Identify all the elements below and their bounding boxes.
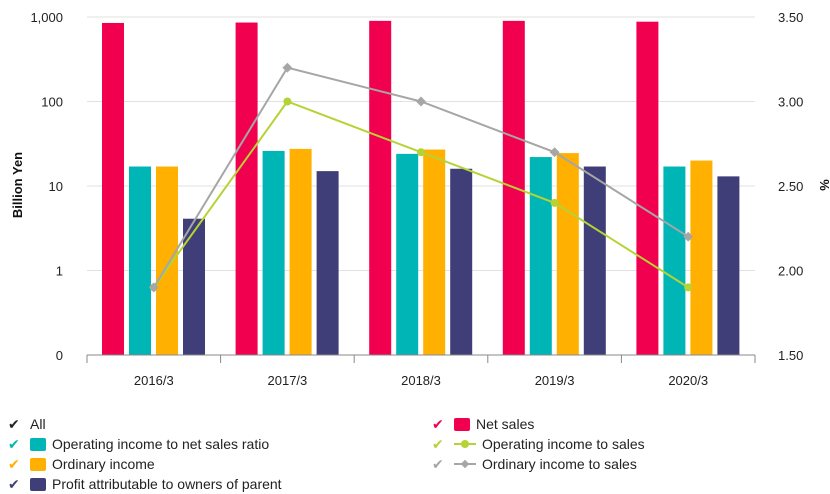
bars: [102, 20, 740, 355]
legend-label: Ordinary income: [52, 456, 155, 472]
y-right-tick-labels: 1.50 2.00 2.50 3.00 3.50: [778, 10, 803, 363]
bar[interactable]: [690, 160, 713, 355]
legend-label: Profit attributable to owners of parent: [52, 476, 282, 492]
y-right-tick-label: 3.00: [778, 95, 803, 110]
bar[interactable]: [529, 157, 552, 355]
legend-line-marker-icon: [454, 438, 476, 450]
data-point[interactable]: [549, 147, 560, 158]
combo-chart: 2016/3 2017/3 2018/3 2019/3 2020/3 0 1 10 100 1,…: [10, 10, 830, 388]
bar[interactable]: [262, 150, 285, 355]
legend-swatch-icon: [30, 457, 46, 471]
x-tick-label: 2017/3: [268, 373, 308, 388]
y-left-tick-labels: 0 1 10 100 1,000: [30, 10, 63, 363]
legend-item[interactable]: ✔ Ordinary income to sales: [428, 454, 637, 474]
data-point[interactable]: [416, 96, 426, 107]
data-point[interactable]: [683, 231, 694, 242]
y-right-tick-label: 2.50: [778, 179, 803, 194]
check-icon: ✔: [432, 455, 444, 472]
legend-swatch-icon: [30, 477, 46, 491]
bar[interactable]: [369, 20, 392, 355]
series-line: [152, 100, 689, 289]
legend-item[interactable]: ✔ Profit attributable to owners of parent: [4, 474, 282, 494]
bar[interactable]: [663, 166, 686, 355]
bar[interactable]: [396, 153, 419, 355]
y-right-tick-label: 3.50: [778, 10, 803, 25]
legend-swatch-icon: [30, 437, 46, 451]
x-tick-label: 2019/3: [535, 373, 575, 388]
check-icon: ✔: [8, 475, 20, 492]
bar[interactable]: [583, 166, 606, 355]
y-right-tick-label: 2.00: [778, 264, 803, 279]
bar[interactable]: [235, 22, 258, 355]
bar[interactable]: [289, 148, 312, 355]
y-left-tick-label: 0: [56, 348, 63, 363]
legend-label: Operating income to net sales ratio: [52, 436, 270, 452]
bar[interactable]: [102, 22, 124, 355]
legend-label: Net sales: [476, 416, 535, 432]
legend-label: Operating income to sales: [482, 436, 645, 452]
bar[interactable]: [717, 176, 740, 355]
bar[interactable]: [556, 153, 579, 355]
legend-item[interactable]: ✔ Operating income to sales: [428, 434, 645, 454]
x-tick-label: 2018/3: [401, 373, 441, 388]
data-point[interactable]: [684, 283, 693, 292]
x-tick-label: 2016/3: [134, 373, 174, 388]
data-point[interactable]: [282, 62, 293, 73]
x-tick-label: 2020/3: [668, 373, 708, 388]
y-left-tick-label: 1: [56, 264, 63, 279]
legend-item[interactable]: ✔ Ordinary income: [4, 454, 155, 474]
bar[interactable]: [423, 149, 446, 355]
legend-item-all[interactable]: ✔ All: [4, 414, 46, 434]
y-right-tick-label: 1.50: [778, 348, 803, 363]
legend-item[interactable]: ✔ Net sales: [428, 414, 534, 434]
y-left-tick-label: 1,000: [30, 10, 63, 25]
legend-item[interactable]: ✔ Operating income to net sales ratio: [4, 434, 269, 454]
line-series: [148, 62, 694, 293]
data-point[interactable]: [283, 97, 292, 106]
data-point[interactable]: [550, 198, 559, 207]
y-left-tick-label: 10: [49, 179, 63, 194]
y-right-axis-title: %: [817, 179, 830, 191]
bar[interactable]: [183, 218, 205, 355]
legend-label: Ordinary income to sales: [482, 456, 637, 472]
x-axis-ticks: 2016/3 2017/3 2018/3 2019/3 2020/3: [86, 355, 756, 388]
y-left-axis-title: Billion Yen: [10, 152, 25, 218]
bar[interactable]: [450, 168, 473, 355]
y-left-tick-label: 100: [41, 95, 63, 110]
check-icon: ✔: [432, 415, 444, 432]
check-icon: ✔: [8, 415, 20, 432]
bar[interactable]: [129, 166, 151, 355]
data-point[interactable]: [417, 148, 425, 157]
bar[interactable]: [156, 166, 178, 355]
legend: ✔ All ✔ Net sales ✔ Operating income to net…: [0, 412, 830, 493]
bar[interactable]: [316, 171, 339, 355]
data-point[interactable]: [148, 282, 159, 293]
bar[interactable]: [636, 21, 659, 355]
check-icon: ✔: [8, 435, 20, 452]
check-icon: ✔: [432, 435, 444, 452]
check-icon: ✔: [8, 455, 20, 472]
legend-label-all: All: [30, 416, 46, 432]
legend-swatch-icon: [454, 417, 470, 431]
legend-line-marker-icon: [454, 458, 476, 470]
